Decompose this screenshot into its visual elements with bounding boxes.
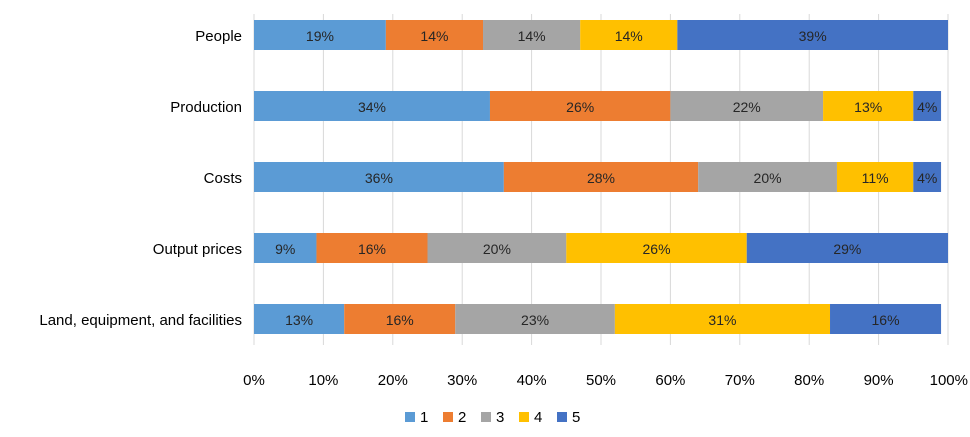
data-label: 39% bbox=[799, 28, 827, 44]
data-label: 16% bbox=[358, 241, 386, 257]
data-label: 16% bbox=[386, 312, 414, 328]
bar-segment bbox=[698, 162, 837, 192]
category-label: Output prices bbox=[153, 241, 242, 258]
data-label: 14% bbox=[518, 28, 546, 44]
x-tick-label: 50% bbox=[586, 372, 616, 389]
legend-swatch bbox=[557, 412, 567, 422]
data-label: 9% bbox=[275, 241, 295, 257]
bar-segment bbox=[344, 304, 456, 334]
bar-segment bbox=[254, 233, 317, 263]
bar-segment bbox=[670, 91, 824, 121]
bar-segment bbox=[254, 304, 345, 334]
legend-swatch bbox=[481, 412, 491, 422]
x-tick-label: 30% bbox=[447, 372, 477, 389]
bar-segment bbox=[614, 304, 831, 334]
bar-segment bbox=[427, 233, 567, 263]
data-label: 36% bbox=[365, 170, 393, 186]
legend-label: 2 bbox=[458, 409, 466, 426]
data-label: 28% bbox=[587, 170, 615, 186]
bar-segment bbox=[746, 233, 948, 263]
bar-segment bbox=[254, 91, 490, 121]
category-label: People bbox=[195, 28, 242, 45]
bar-segment bbox=[913, 91, 942, 121]
bar-segment bbox=[677, 20, 948, 50]
x-tick-label: 80% bbox=[794, 372, 824, 389]
legend-label: 3 bbox=[496, 409, 504, 426]
x-tick-label: 40% bbox=[517, 372, 547, 389]
x-tick-label: 100% bbox=[930, 372, 968, 389]
legend-label: 1 bbox=[420, 409, 428, 426]
data-label: 4% bbox=[917, 170, 937, 186]
bar-segment bbox=[566, 233, 747, 263]
x-tick-label: 20% bbox=[378, 372, 408, 389]
bar-segment bbox=[455, 304, 615, 334]
bar-segment bbox=[489, 91, 671, 121]
bar-segment bbox=[483, 20, 581, 50]
x-tick-label: 60% bbox=[655, 372, 685, 389]
category-label: Land, equipment, and facilities bbox=[39, 312, 242, 329]
data-label: 19% bbox=[306, 28, 334, 44]
data-label: 22% bbox=[733, 99, 761, 115]
data-label: 13% bbox=[854, 99, 882, 115]
data-label: 31% bbox=[708, 312, 736, 328]
bar-segment bbox=[385, 20, 484, 50]
data-label: 29% bbox=[833, 241, 861, 257]
x-tick-label: 70% bbox=[725, 372, 755, 389]
legend-swatch bbox=[519, 412, 529, 422]
bar-segment bbox=[316, 233, 428, 263]
bar-segment bbox=[254, 20, 386, 50]
data-label: 16% bbox=[872, 312, 900, 328]
data-label: 20% bbox=[483, 241, 511, 257]
category-label: Production bbox=[170, 99, 242, 116]
bar-segment bbox=[503, 162, 699, 192]
category-label: Costs bbox=[204, 170, 242, 187]
x-tick-label: 10% bbox=[308, 372, 338, 389]
bar-segment bbox=[836, 162, 914, 192]
data-label: 13% bbox=[285, 312, 313, 328]
data-label: 4% bbox=[917, 99, 937, 115]
data-label: 26% bbox=[643, 241, 671, 257]
legend-label: 4 bbox=[534, 409, 542, 426]
bar-segment bbox=[823, 91, 914, 121]
legend-swatch bbox=[405, 412, 415, 422]
bar-segment bbox=[254, 162, 504, 192]
data-label: 14% bbox=[420, 28, 448, 44]
bar-segment bbox=[580, 20, 678, 50]
data-label: 26% bbox=[566, 99, 594, 115]
bar-segment bbox=[913, 162, 942, 192]
legend-swatch bbox=[443, 412, 453, 422]
data-label: 14% bbox=[615, 28, 643, 44]
data-label: 20% bbox=[754, 170, 782, 186]
legend-label: 5 bbox=[572, 409, 580, 426]
data-label: 23% bbox=[521, 312, 549, 328]
data-label: 11% bbox=[862, 170, 889, 186]
x-tick-label: 90% bbox=[864, 372, 894, 389]
data-label: 34% bbox=[358, 99, 386, 115]
bar-segment bbox=[830, 304, 942, 334]
x-tick-label: 0% bbox=[243, 372, 265, 389]
